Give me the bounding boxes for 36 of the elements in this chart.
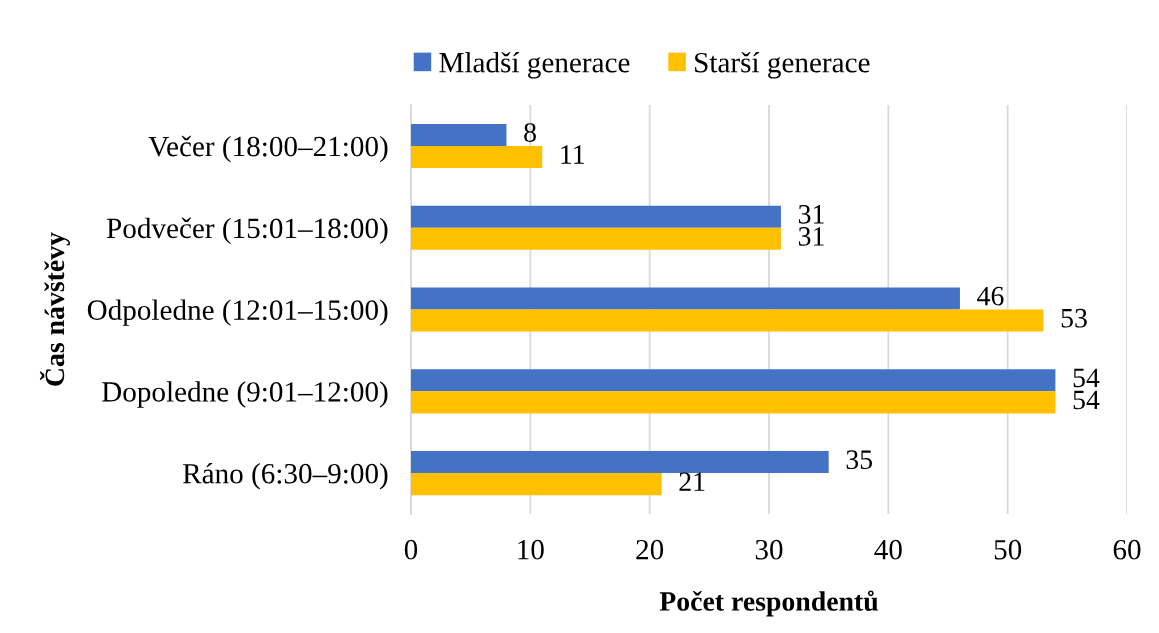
bar <box>410 309 1044 332</box>
bar <box>410 145 543 169</box>
y-tick-label: Podvečer (15:01–18:00) <box>106 217 388 245</box>
y-tick-label: Večer (18:00–21:00) <box>148 135 388 163</box>
y-tick-label: Odpoledne (12:01–15:00) <box>87 299 388 326</box>
x-tick-label: 40 <box>874 539 902 560</box>
legend-label: Mladší generace <box>439 51 630 79</box>
data-label: 54 <box>1073 390 1100 410</box>
data-label: 53 <box>1061 308 1087 328</box>
y-tick-label: Dopoledne (9:01–12:00) <box>102 381 388 408</box>
data-label: 8 <box>524 123 536 142</box>
bar <box>410 473 662 496</box>
bar <box>410 227 781 250</box>
bar <box>410 123 507 146</box>
x-axis-title: Počet respondentů <box>659 590 878 617</box>
bar <box>410 451 829 474</box>
data-label: 31 <box>798 227 824 246</box>
x-tick-label: 60 <box>1113 539 1141 560</box>
bar <box>410 391 1056 414</box>
data-label: 35 <box>846 450 873 470</box>
x-tick-label: 30 <box>755 539 783 560</box>
x-tick-label: 50 <box>994 539 1022 560</box>
data-label: 54 <box>1073 368 1100 388</box>
data-label: 46 <box>977 286 1004 306</box>
legend-label: Starší generace <box>695 51 870 79</box>
y-axis-title: Čas návštěvy <box>39 232 70 386</box>
x-tick-label: 0 <box>404 539 418 560</box>
bar <box>410 369 1056 392</box>
x-tick-label: 20 <box>636 539 664 560</box>
bar <box>410 205 781 228</box>
data-label: 21 <box>679 472 705 491</box>
data-label: 31 <box>798 205 824 224</box>
x-tick-label: 10 <box>518 539 544 560</box>
data-label: 11 <box>561 145 584 164</box>
bar <box>410 287 960 310</box>
y-tick-label: Ráno (6:30–9:00) <box>183 462 388 490</box>
